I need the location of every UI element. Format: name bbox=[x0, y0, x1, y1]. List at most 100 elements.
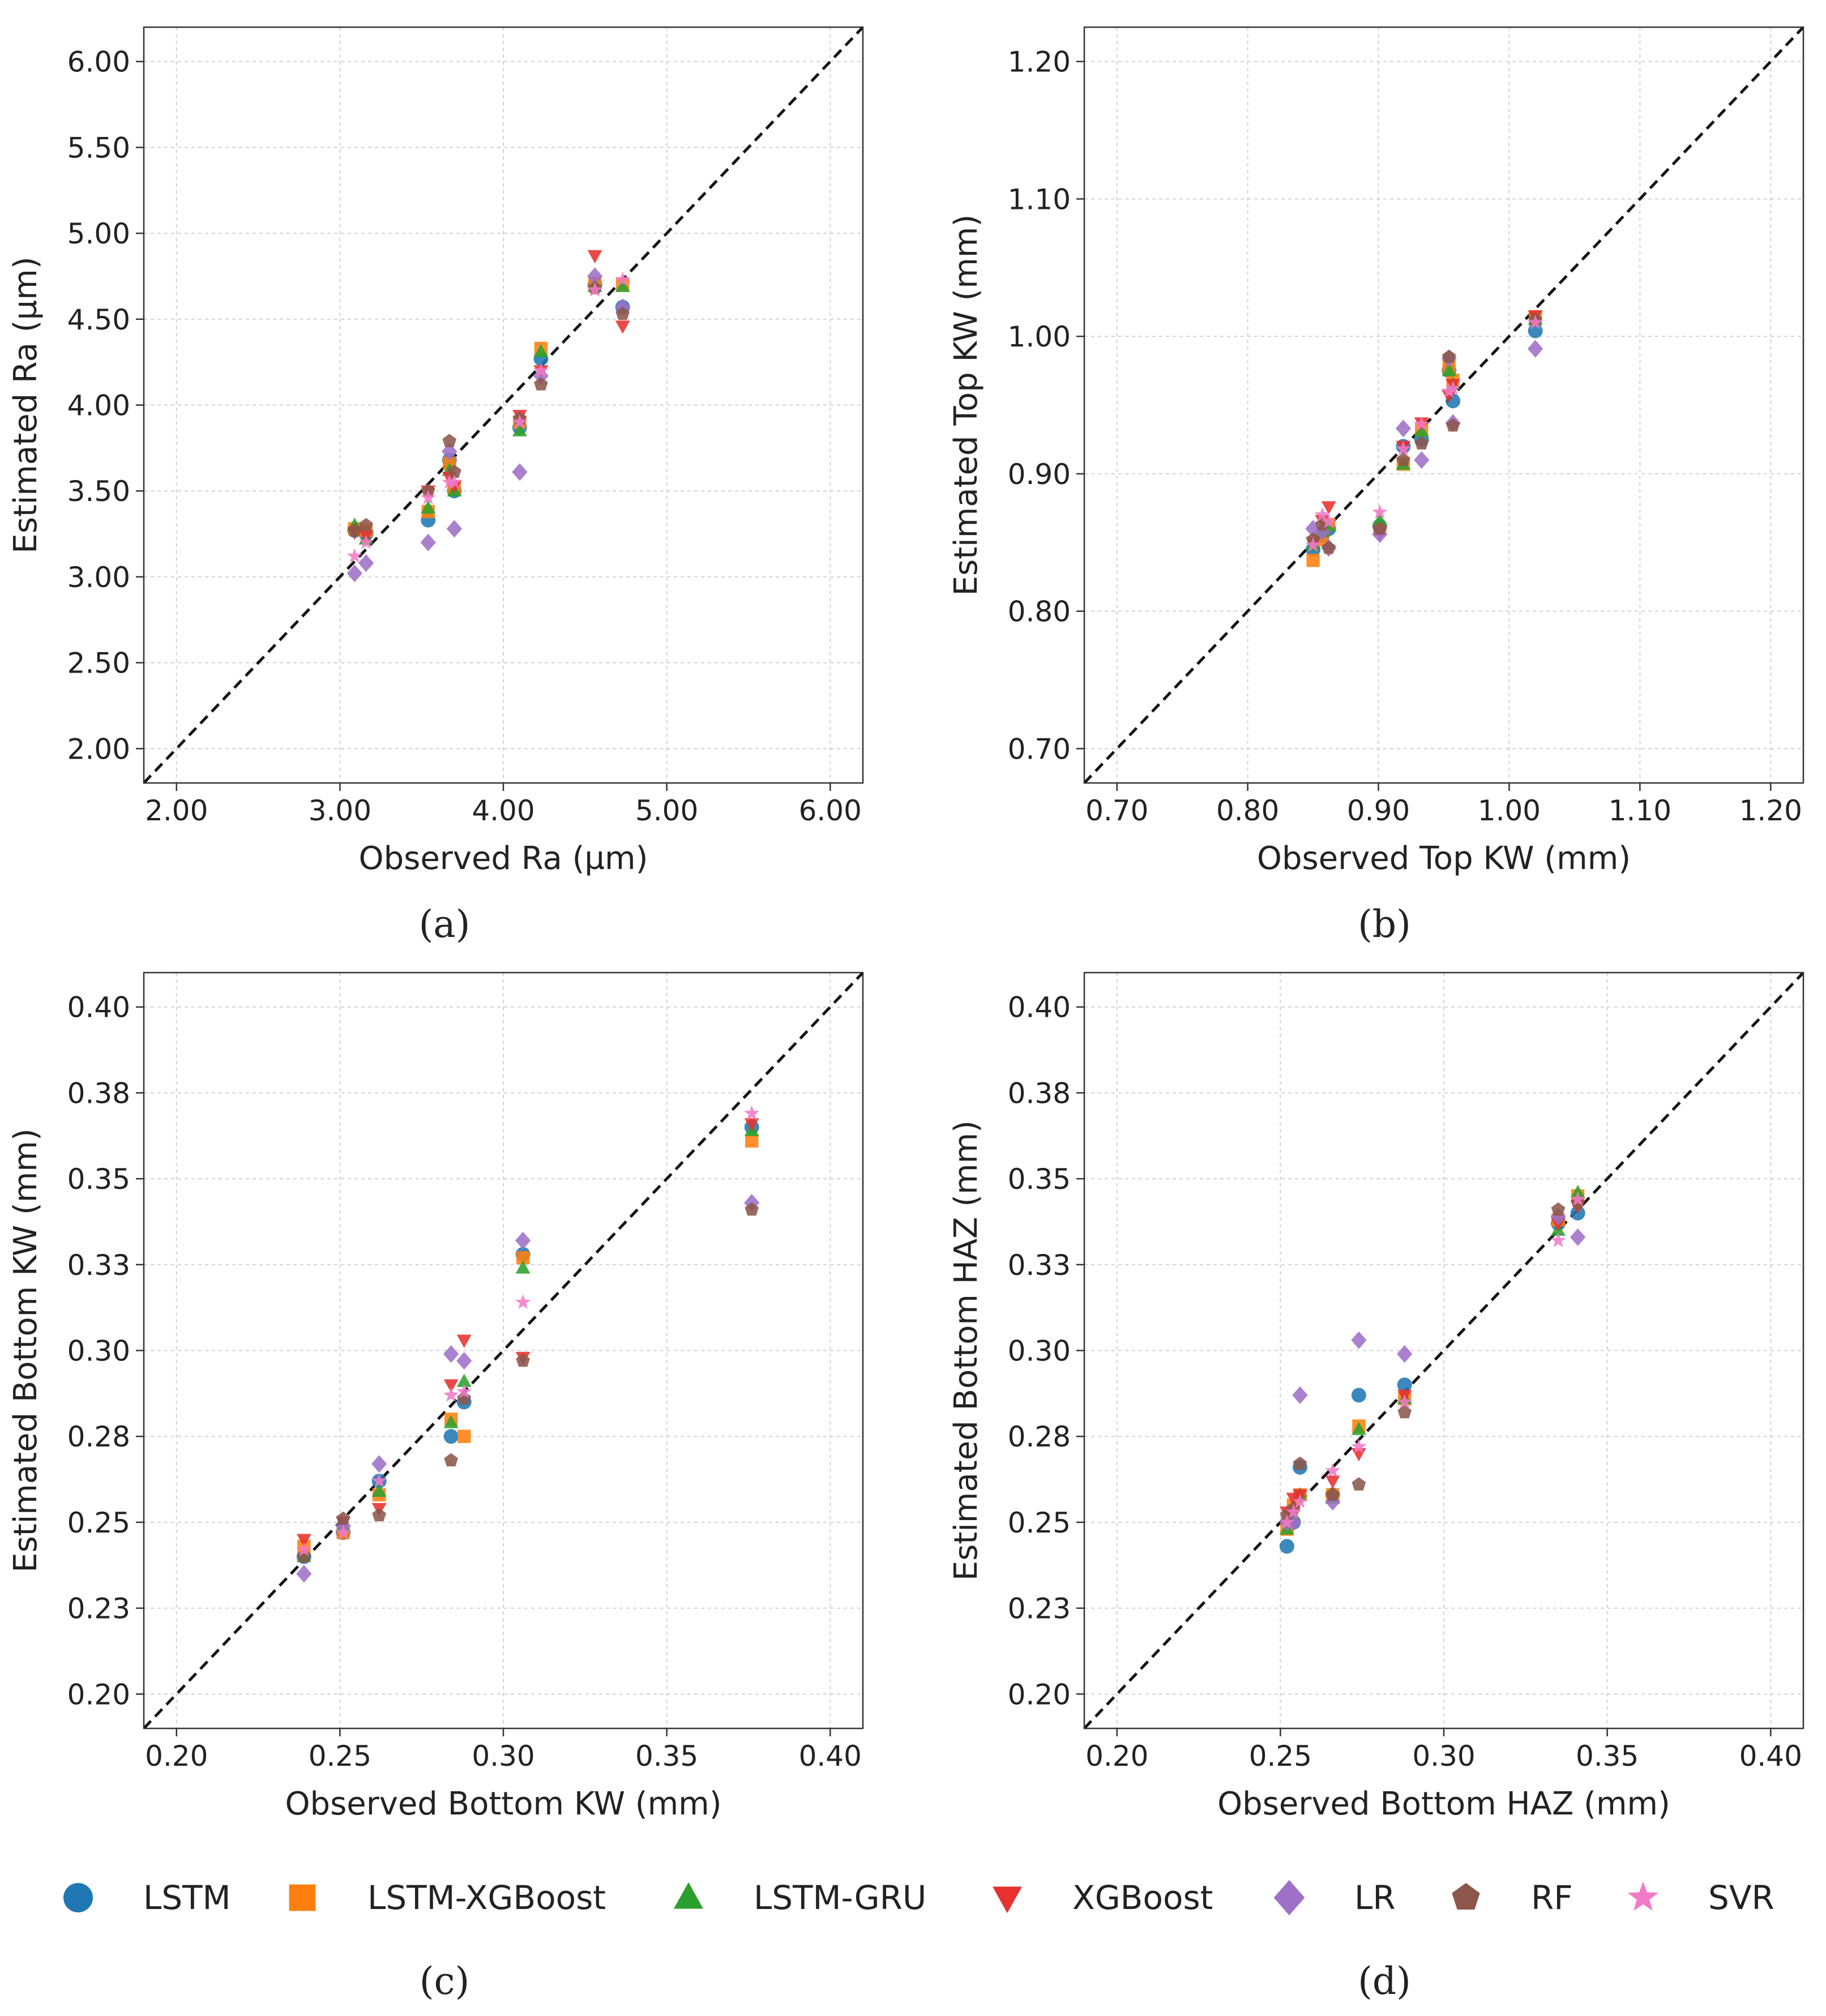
y-tick-label: 4.50 bbox=[67, 303, 130, 336]
legend-label: XGBoost bbox=[1072, 1878, 1213, 1917]
y-tick-label: 0.20 bbox=[1008, 1678, 1071, 1711]
point-svr bbox=[1570, 1191, 1586, 1206]
y-axis-title: Estimated Bottom HAZ (mm) bbox=[948, 1120, 985, 1581]
point-svr bbox=[512, 414, 528, 429]
point-lr bbox=[1395, 420, 1412, 438]
point-lstm-xgboost bbox=[1306, 554, 1320, 567]
legend-marker-rf bbox=[1452, 1883, 1480, 1910]
x-tick-label: 2.00 bbox=[145, 794, 208, 827]
panel-a: 2.00 3.00 4.00 5.00 6.00 2.00 2.50 3.00 3.50 4.00… bbox=[7, 26, 864, 877]
point-rf bbox=[1352, 1477, 1366, 1491]
legend: LSTM LSTM-XGBoost LSTM-GRU XGBoost LR RF SVR bbox=[63, 1878, 1774, 1917]
point-lr bbox=[587, 267, 603, 285]
point-lr bbox=[371, 1455, 387, 1473]
legend-item-rf: RF bbox=[1452, 1878, 1573, 1917]
point-rf bbox=[336, 1511, 350, 1525]
y-tick-label: 4.00 bbox=[67, 389, 130, 422]
y-tick-label: 0.40 bbox=[67, 991, 130, 1024]
point-svr bbox=[456, 1384, 472, 1398]
y-tick-label: 0.20 bbox=[67, 1678, 130, 1711]
x-tick-label: 3.00 bbox=[309, 794, 371, 827]
y-tick-label: 0.33 bbox=[67, 1249, 130, 1282]
point-svr bbox=[1321, 513, 1337, 529]
x-tick-label: 0.20 bbox=[145, 1740, 208, 1773]
y-tick-label: 0.35 bbox=[67, 1163, 130, 1196]
point-xgboost bbox=[615, 320, 630, 334]
point-svr bbox=[296, 1542, 312, 1556]
y-tick-label: 0.28 bbox=[1008, 1420, 1071, 1453]
point-svr bbox=[1325, 1462, 1341, 1478]
point-lstm bbox=[1279, 1539, 1294, 1554]
point-rf bbox=[1414, 436, 1429, 450]
y-tick-label: 1.20 bbox=[1008, 46, 1071, 79]
panel-c: 0.20 0.25 0.30 0.35 0.40 0.20 0.23 0.25 0.28 0.30… bbox=[7, 971, 864, 1822]
legend-label: SVR bbox=[1708, 1878, 1774, 1917]
point-lstm-gru bbox=[615, 279, 630, 292]
point-svr bbox=[371, 1473, 387, 1488]
x-tick-label: 1.20 bbox=[1739, 794, 1802, 827]
point-svr bbox=[443, 1387, 459, 1402]
point-lr bbox=[1414, 451, 1430, 469]
y-tick-label: 1.10 bbox=[1008, 183, 1071, 216]
point-lstm-gru bbox=[1351, 1422, 1366, 1435]
point-xgboost bbox=[1325, 1475, 1340, 1489]
point-lr bbox=[1351, 1331, 1367, 1349]
legend-item-lr: LR bbox=[1273, 1878, 1396, 1917]
x-tick-label: 0.90 bbox=[1347, 794, 1410, 827]
identity-line bbox=[143, 26, 864, 784]
point-svr bbox=[587, 281, 603, 297]
point-lstm-gru bbox=[443, 1415, 459, 1428]
y-tick-label: 0.30 bbox=[67, 1335, 130, 1368]
point-lstm-gru bbox=[512, 423, 527, 436]
caption-d: (d) bbox=[1358, 1959, 1411, 2003]
legend-item-xgboost: XGBoost bbox=[993, 1878, 1213, 1917]
point-rf bbox=[1446, 418, 1460, 432]
point-lstm-xgboost bbox=[516, 1251, 530, 1265]
y-tick-label: 6.00 bbox=[67, 46, 130, 79]
point-rf bbox=[1372, 521, 1387, 535]
point-lr bbox=[420, 533, 436, 551]
point-lr bbox=[1528, 340, 1543, 358]
point-xgboost bbox=[1442, 389, 1457, 404]
x-tick-label: 5.00 bbox=[635, 794, 698, 827]
point-svr bbox=[744, 1105, 760, 1120]
x-tick-label: 0.80 bbox=[1216, 794, 1279, 827]
point-rf bbox=[745, 1202, 759, 1216]
point-rf bbox=[1325, 1487, 1340, 1501]
caption-a: (a) bbox=[419, 902, 471, 946]
x-axis-title: Observed Ra (µm) bbox=[359, 840, 648, 877]
x-axis-title: Observed Top KW (mm) bbox=[1257, 840, 1631, 877]
point-lstm-gru bbox=[421, 500, 436, 514]
y-tick-label: 2.50 bbox=[67, 647, 130, 680]
point-lr bbox=[1292, 1386, 1308, 1404]
point-lstm bbox=[443, 1429, 459, 1444]
x-tick-label: 0.25 bbox=[309, 1740, 371, 1773]
point-svr bbox=[1528, 314, 1543, 329]
x-axis-title: Observed Bottom KW (mm) bbox=[285, 1786, 721, 1822]
y-tick-label: 0.33 bbox=[1008, 1249, 1071, 1282]
point-rf bbox=[516, 1353, 530, 1367]
point-rf bbox=[1322, 540, 1336, 554]
x-tick-label: 4.00 bbox=[472, 794, 534, 827]
point-lr bbox=[347, 564, 362, 583]
point-svr bbox=[1550, 1232, 1566, 1247]
point-rf bbox=[1397, 1405, 1412, 1419]
point-rf bbox=[1293, 1456, 1307, 1470]
y-tick-label: 0.40 bbox=[1008, 991, 1071, 1024]
y-axis-title: Estimated Ra (µm) bbox=[7, 256, 44, 553]
legend-marker-svr bbox=[1627, 1881, 1659, 1911]
legend-marker-lstm-xgboost bbox=[289, 1884, 316, 1911]
point-rf bbox=[1396, 452, 1410, 466]
point-svr bbox=[347, 548, 362, 563]
point-svr bbox=[1441, 383, 1457, 398]
point-xgboost bbox=[296, 1534, 311, 1547]
point-lstm-gru bbox=[1442, 363, 1457, 376]
point-svr bbox=[335, 1524, 351, 1539]
point-rf bbox=[372, 1508, 386, 1522]
y-tick-label: 3.50 bbox=[67, 475, 130, 508]
point-svr bbox=[1445, 380, 1461, 395]
y-tick-label: 0.28 bbox=[67, 1420, 130, 1453]
y-tick-label: 0.23 bbox=[67, 1593, 130, 1625]
x-tick-label: 1.10 bbox=[1609, 794, 1671, 827]
point-svr bbox=[515, 1294, 531, 1309]
